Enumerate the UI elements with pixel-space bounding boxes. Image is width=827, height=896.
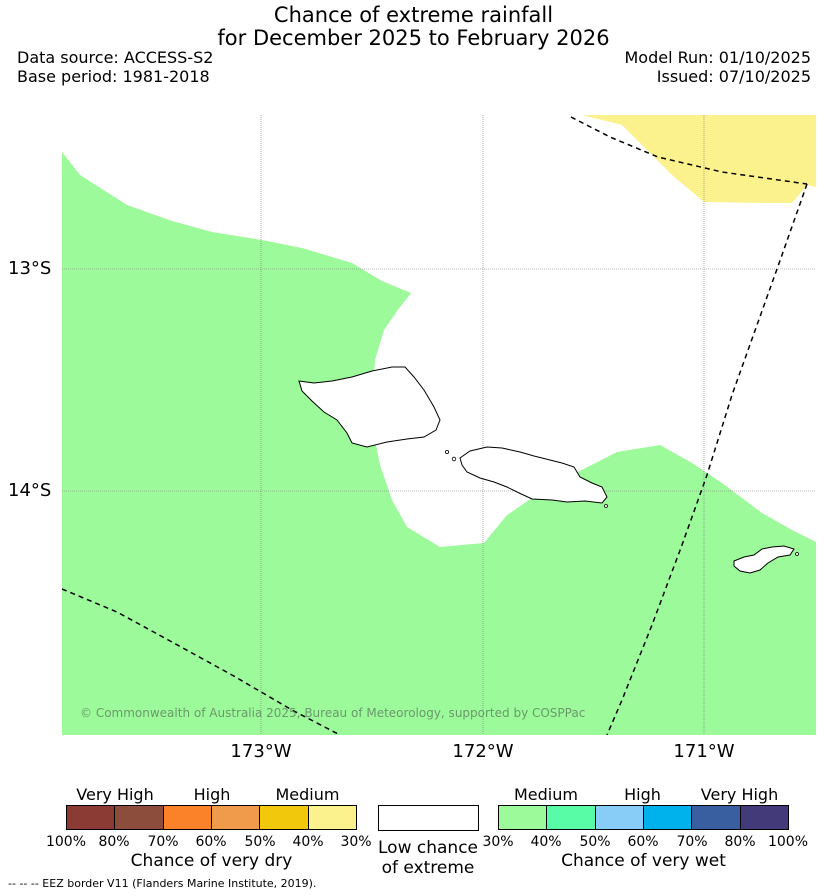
low-chance-swatch [378, 805, 479, 831]
rainfall-map [62, 115, 816, 735]
wet-swatch-5 [692, 806, 741, 829]
wet-caption: Chance of very wet [561, 851, 726, 871]
wet-colorbar [498, 805, 789, 830]
wet-tick-100: 100% [767, 834, 809, 850]
wet-high-label: High [624, 785, 661, 804]
dry-medium-label: Medium [275, 785, 340, 804]
dry-swatch-5 [260, 806, 309, 829]
chart-title-line1: Chance of extreme rainfall [273, 3, 554, 27]
lon-label-173w: 173°W [230, 741, 292, 762]
model-run: Model Run: 01/10/2025 [624, 48, 812, 67]
dry-swatch-3 [163, 806, 212, 829]
wet-tick-80: 80% [724, 834, 756, 850]
medium-wet-region [62, 152, 816, 735]
chart-title-line2: for December 2025 to February 2026 [217, 26, 610, 50]
lat-label-13s: 13°S [8, 258, 52, 279]
copyright-notice: © Commonwealth of Australia 2025, Bureau… [80, 706, 586, 720]
dry-tick-100: 100% [45, 834, 87, 850]
dry-colorbar [66, 805, 357, 830]
medium-dry-region [582, 115, 816, 203]
dry-very-high-label: Very High [76, 785, 154, 804]
dry-high-label: High [193, 785, 231, 804]
wet-swatch-4 [643, 806, 693, 829]
wet-tick-60: 60% [627, 834, 659, 850]
eez-footnote: -- -- -- EEZ border V11 (Flanders Marine… [8, 877, 317, 890]
wet-tick-50: 50% [579, 834, 611, 850]
eez-border-southwest [62, 588, 341, 735]
wet-swatch-1 [499, 806, 548, 829]
dry-caption: Chance of very dry [130, 851, 293, 871]
dry-tick-70: 70% [147, 834, 179, 850]
dry-swatch-6 [308, 806, 356, 829]
dry-swatch-2 [115, 806, 164, 829]
lat-label-14s: 14°S [8, 480, 52, 501]
dry-tick-40: 40% [292, 834, 324, 850]
wet-swatch-6 [740, 806, 788, 829]
low-chance-caption-line1: Low chance [378, 838, 478, 858]
islet-apolima [451, 456, 457, 462]
base-period: Base period: 1981-2018 [17, 67, 210, 86]
issued-date: Issued: 07/10/2025 [656, 67, 811, 86]
dry-tick-50: 50% [244, 834, 276, 850]
wet-tick-70: 70% [676, 834, 708, 850]
dry-tick-80: 80% [98, 834, 130, 850]
low-chance-caption-line2: of extreme [381, 858, 475, 878]
data-source: Data source: ACCESS-S2 [17, 48, 214, 67]
eez-border-east [606, 183, 808, 735]
dry-swatch-4 [211, 806, 261, 829]
wet-swatch-3 [595, 806, 644, 829]
island-upolu [459, 446, 608, 504]
lon-label-172w: 172°W [452, 741, 514, 762]
lon-label-171w: 171°W [673, 741, 735, 762]
islet-manono [444, 449, 449, 454]
eez-border-north [570, 116, 808, 185]
island-savaii [298, 366, 441, 448]
dry-tick-60: 60% [195, 834, 227, 850]
dry-swatch-1 [67, 806, 116, 829]
island-tutuila [733, 545, 795, 574]
wet-tick-40: 40% [530, 834, 562, 850]
islet-aunuu [795, 552, 799, 556]
dry-tick-30: 30% [340, 834, 372, 850]
wet-swatch-2 [547, 806, 596, 829]
islet-east [604, 504, 608, 508]
wet-very-high-label: Very High [700, 785, 779, 804]
wet-medium-label: Medium [514, 785, 578, 804]
wet-tick-30: 30% [482, 834, 514, 850]
